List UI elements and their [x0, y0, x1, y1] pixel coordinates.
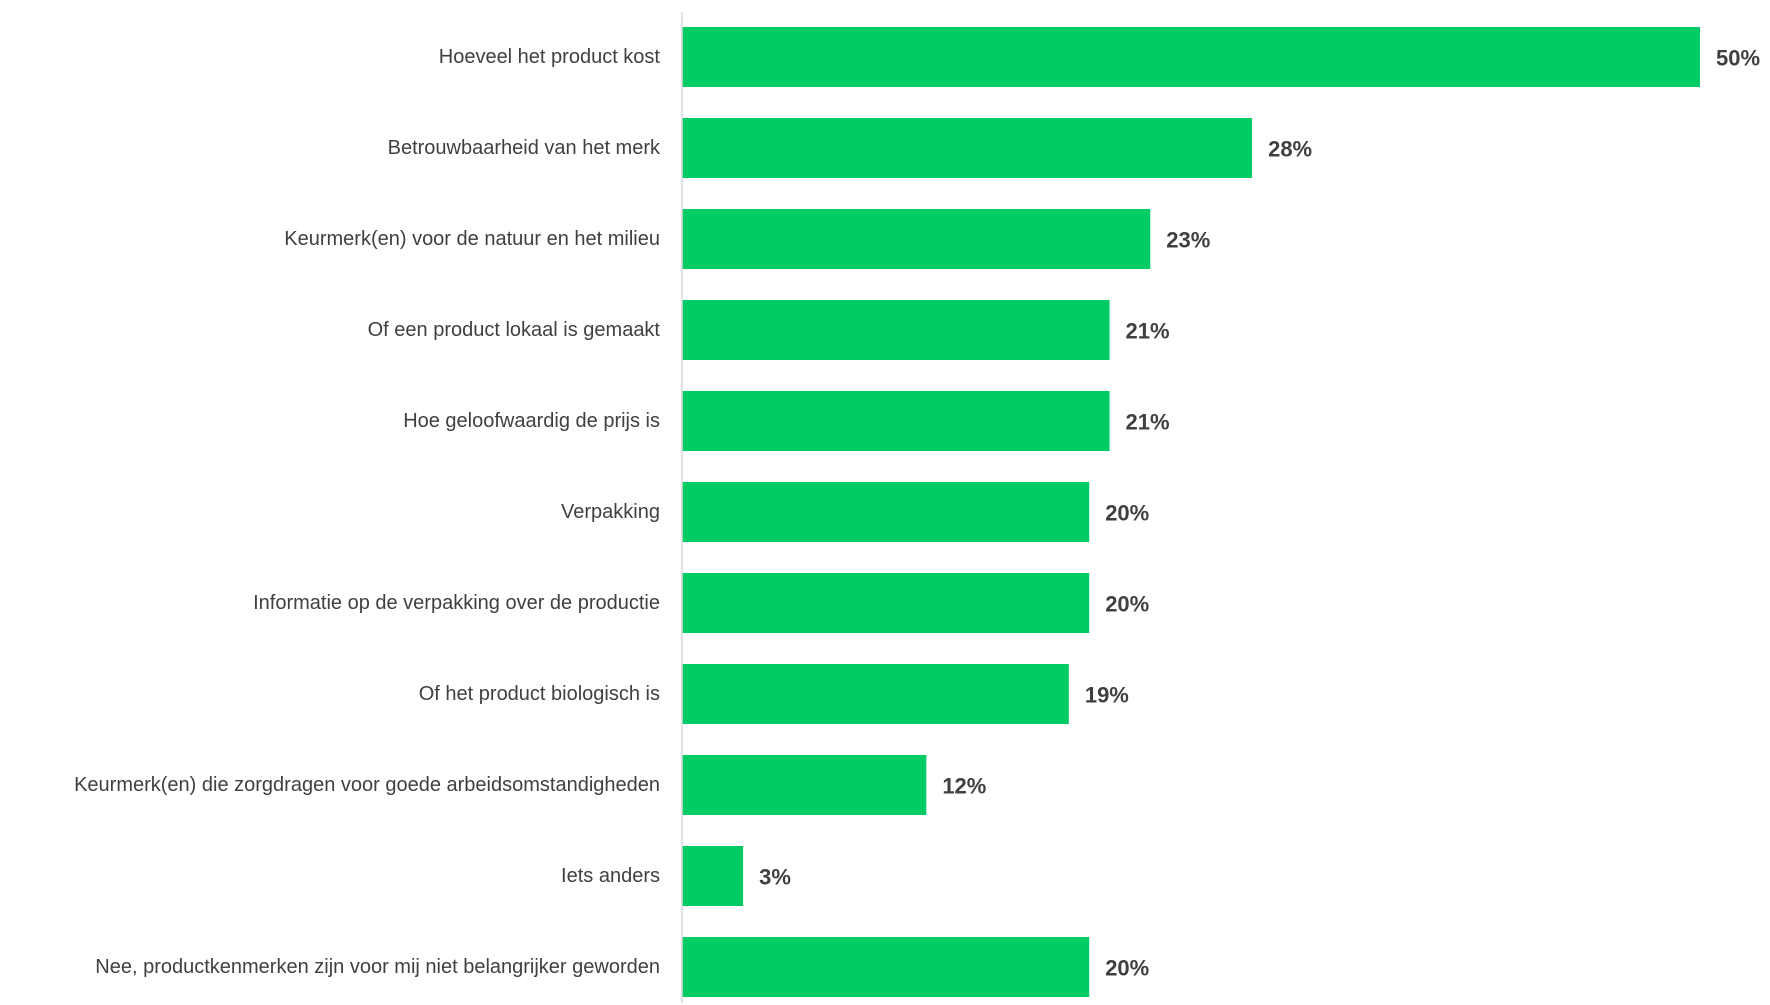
bar-group: Keurmerk(en) voor de natuur en het milie…	[284, 209, 1210, 269]
value-label: 50%	[1716, 46, 1760, 71]
category-label: Of een product lokaal is gemaakt	[368, 319, 661, 341]
bar	[682, 937, 1090, 997]
bar-group: Nee, productkenmerken zijn voor mij niet…	[95, 937, 1149, 997]
value-label: 21%	[1126, 319, 1170, 344]
category-label: Keurmerk(en) voor de natuur en het milie…	[284, 228, 660, 250]
value-label: 3%	[759, 865, 791, 890]
category-label: Hoeveel het product kost	[439, 46, 661, 68]
category-label: Hoe geloofwaardig de prijs is	[403, 410, 660, 432]
bar-group: Iets anders 3%	[561, 846, 791, 906]
bar	[682, 664, 1069, 724]
bar	[682, 846, 744, 906]
value-label: 20%	[1105, 956, 1149, 981]
value-label: 19%	[1085, 683, 1129, 708]
value-label: 20%	[1105, 592, 1149, 617]
category-label: Nee, productkenmerken zijn voor mij niet…	[95, 956, 660, 978]
bar	[682, 391, 1110, 451]
bar	[682, 118, 1253, 178]
value-label: 23%	[1166, 228, 1210, 253]
bar-group: Informatie op de verpakking over de prod…	[253, 573, 1149, 633]
category-label: Verpakking	[561, 501, 660, 523]
value-label: 21%	[1126, 410, 1170, 435]
category-label: Informatie op de verpakking over de prod…	[253, 592, 660, 614]
bar-group: Hoe geloofwaardig de prijs is 21%	[403, 391, 1170, 451]
value-label: 20%	[1105, 501, 1149, 526]
category-label: Betrouwbaarheid van het merk	[388, 137, 661, 159]
bar-group: Of een product lokaal is gemaakt 21%	[368, 300, 1170, 360]
bar-group: Betrouwbaarheid van het merk 28%	[388, 118, 1312, 178]
category-label: Iets anders	[561, 865, 660, 887]
bar-group: Verpakking 20%	[561, 482, 1149, 542]
bar	[682, 482, 1090, 542]
bar	[682, 755, 927, 815]
bar-group: Of het product biologisch is 19%	[419, 664, 1129, 724]
bar	[682, 209, 1151, 269]
bars-layer: Hoeveel het product kost 50% Betrouwbaarhe…	[74, 27, 1760, 997]
bar-group: Hoeveel het product kost 50%	[439, 27, 1760, 87]
category-label: Of het product biologisch is	[419, 683, 660, 705]
category-label: Keurmerk(en) die zorgdragen voor goede a…	[74, 774, 660, 796]
bar	[682, 573, 1090, 633]
value-label: 28%	[1268, 137, 1312, 162]
value-label: 12%	[942, 774, 986, 799]
bar-group: Keurmerk(en) die zorgdragen voor goede a…	[74, 755, 986, 815]
bar	[682, 27, 1700, 87]
bar	[682, 300, 1110, 360]
